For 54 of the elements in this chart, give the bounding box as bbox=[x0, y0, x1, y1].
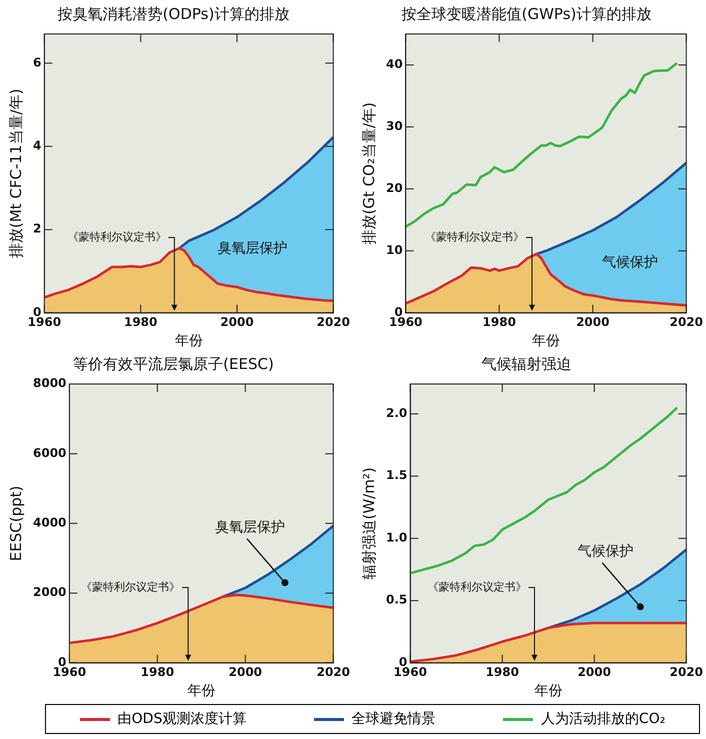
y-tick-label: 1.5 bbox=[386, 468, 408, 482]
y-tick-label: 10 bbox=[386, 242, 403, 257]
y-tick-label: 0.5 bbox=[386, 592, 408, 607]
y-axis-title: 排放(Mt CFC-11当量/年) bbox=[6, 88, 25, 258]
annotation: 《蒙特利尔议定书》 bbox=[424, 230, 524, 244]
x-tick-label: 1980 bbox=[482, 315, 516, 330]
y-tick-label: 2 bbox=[32, 222, 42, 236]
x-tick-label: 2000 bbox=[576, 315, 610, 330]
y-tick-label: 4 bbox=[32, 138, 42, 152]
legend-label: 由ODS观测浓度计算 bbox=[118, 710, 246, 728]
annotation: 臭氧层保护 bbox=[214, 519, 285, 536]
y-tick-label: 4000 bbox=[32, 516, 66, 530]
y-axis-title: EESC(ppt) bbox=[6, 486, 25, 562]
annotation: 《蒙特利尔议定书》 bbox=[427, 580, 526, 594]
x-tick-label: 2000 bbox=[220, 315, 254, 330]
x-tick-label: 1960 bbox=[388, 315, 422, 330]
chart-title: 等价有效平流层氯原子(EESC) bbox=[73, 354, 274, 373]
y-axis-title: 辐射强迫(W/m²) bbox=[360, 467, 378, 580]
x-tick-label: 1960 bbox=[52, 665, 86, 680]
y-tick-label: 2000 bbox=[32, 585, 66, 600]
x-tick-label: 1960 bbox=[28, 315, 62, 330]
y-tick-label: 20 bbox=[386, 181, 403, 196]
x-tick-label: 2000 bbox=[228, 665, 262, 680]
x-axis-title: 年份 bbox=[187, 683, 216, 700]
x-axis-title: 年份 bbox=[534, 683, 562, 700]
chart-title: 按全球变暖潜能值(GWPs)计算的排放 bbox=[402, 4, 652, 23]
x-axis-title: 年份 bbox=[532, 333, 560, 350]
x-tick-label: 1980 bbox=[124, 315, 158, 330]
annotation: 气候保护 bbox=[602, 254, 658, 270]
x-tick-label: 1960 bbox=[394, 665, 427, 680]
annotation: 气候保护 bbox=[577, 543, 634, 560]
annotation: 《蒙特利尔议定书》 bbox=[67, 230, 166, 244]
x-tick-label: 2020 bbox=[316, 665, 350, 680]
x-tick-label: 2020 bbox=[670, 665, 704, 680]
annotation: 《蒙特利尔议定书》 bbox=[81, 580, 180, 594]
x-tick-label: 2020 bbox=[670, 315, 704, 330]
y-tick-label: 1.0 bbox=[386, 530, 408, 544]
y-tick-label: 40 bbox=[386, 57, 403, 72]
y-tick-label: 2.0 bbox=[386, 406, 408, 420]
legend-label: 全球避免情景 bbox=[352, 710, 436, 728]
x-tick-label: 2000 bbox=[578, 665, 611, 680]
y-tick-label: 30 bbox=[386, 119, 403, 134]
y-axis-title: 排放(Gt CO₂当量/年) bbox=[360, 102, 378, 245]
y-tick-label: 6 bbox=[32, 55, 42, 70]
x-tick-label: 1980 bbox=[140, 665, 174, 680]
x-axis-title: 年份 bbox=[174, 333, 203, 350]
x-tick-label: 1980 bbox=[486, 665, 519, 680]
y-tick-label: 8000 bbox=[32, 376, 66, 390]
chart-title: 按臭氧消耗潜势(ODPs)计算的排放 bbox=[58, 4, 290, 23]
legend-label: 人为活动排放的CO₂ bbox=[540, 710, 666, 728]
y-tick-label: 6000 bbox=[32, 446, 66, 460]
x-tick-label: 2020 bbox=[316, 315, 350, 330]
annotation: 臭氧层保护 bbox=[217, 240, 288, 256]
chart-title: 气候辐射强迫 bbox=[482, 354, 572, 373]
